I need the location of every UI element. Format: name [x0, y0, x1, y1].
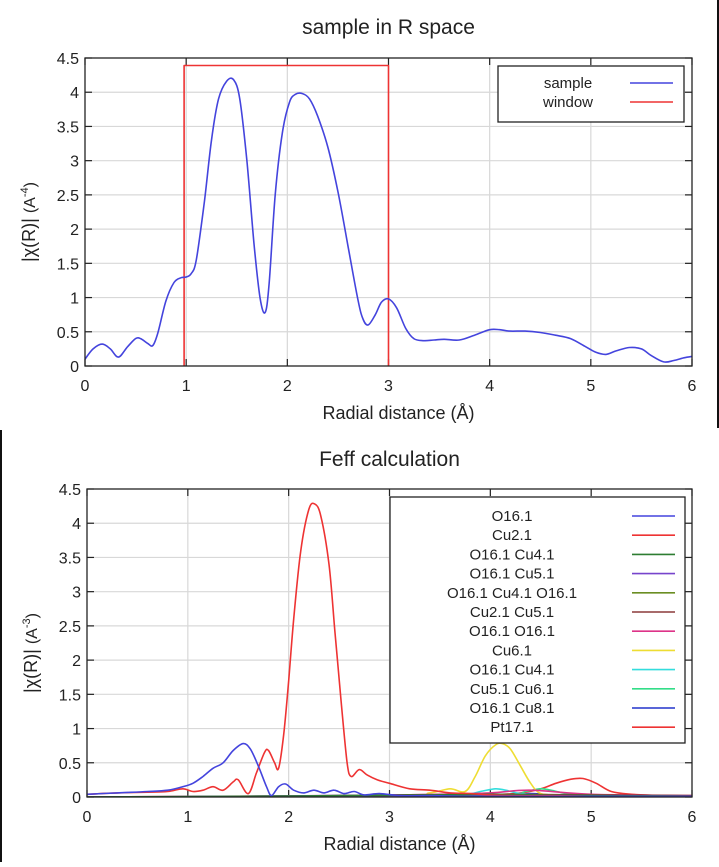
chart-title: Feff calculation: [319, 448, 460, 471]
y-axis-label-unit-close: ): [24, 613, 41, 618]
panel-right-border: [717, 0, 719, 428]
x-tick-label: 1: [182, 378, 191, 395]
x-tick-label: 2: [283, 378, 292, 395]
series-group: [85, 64, 692, 366]
y-tick-label: 1.5: [59, 687, 81, 704]
y-axis-label-unit: (A: [24, 628, 41, 644]
y-axis-label-exponent: -3: [21, 618, 33, 628]
x-axis-label: Radial distance (Å): [323, 834, 475, 854]
y-tick-label: 2.5: [59, 619, 81, 636]
legend-label: Pt17.1: [490, 719, 533, 736]
x-tick-label: 4: [485, 378, 494, 395]
plot-frame: [86, 488, 693, 798]
y-axis-label: |χ(R)| (A-3): [21, 613, 41, 693]
x-tick-label: 0: [81, 378, 90, 395]
y-tick-label: 0.5: [59, 756, 81, 773]
legend-label: O16.1 Cu4.1 O16.1: [447, 585, 577, 602]
legend-box: [497, 65, 685, 123]
y-tick-label: 4: [70, 85, 79, 102]
legend-label: sample: [544, 75, 592, 92]
legend-label: Cu2.1: [492, 527, 532, 544]
y-tick-label: 1.5: [57, 256, 79, 273]
y-tick-label: 2: [70, 222, 79, 239]
chart-feff-calculation: Feff calculation 0 0.5 1 1.5 2 2.5 3 3.5 4 4.5 0 1 2 3…: [21, 448, 697, 854]
y-axis-label: |χ(R)| (A-4): [19, 182, 39, 262]
y-tick-label: 0: [70, 359, 79, 376]
x-tick-label: 3: [385, 809, 394, 826]
y-tick-label: 3: [70, 154, 79, 171]
legend-label: Cu6.1: [492, 642, 532, 659]
y-axis-label-exponent: -4: [19, 187, 31, 197]
x-axis-label: Radial distance (Å): [322, 403, 474, 423]
y-tick-label: 1: [70, 291, 79, 308]
chart-title: sample in R space: [302, 16, 475, 39]
y-axis-label-main: |χ(R)|: [19, 213, 39, 262]
y-tick-label: 2.5: [57, 188, 79, 205]
x-tick-label: 1: [183, 809, 192, 826]
y-tick-label: 1: [72, 722, 81, 739]
x-tick-label: 6: [688, 378, 697, 395]
series-line-cu2.1: [87, 502, 692, 797]
legend-label: O16.1: [492, 508, 533, 525]
x-tick-label: 6: [688, 809, 697, 826]
x-tick-label: 2: [284, 809, 293, 826]
y-axis-label-main: |χ(R)|: [21, 644, 41, 693]
y-tick-label: 3: [72, 585, 81, 602]
legend-label: O16.1 Cu4.1: [469, 546, 554, 563]
y-tick-label: 0: [72, 790, 81, 807]
legend: O16.1 Cu2.1 O16.1 Cu4.1 O16.1 Cu5.1 O16.1 Cu…: [389, 496, 686, 744]
legend-label: Cu5.1 Cu6.1: [470, 681, 554, 698]
legend-label: O16.1 Cu8.1: [469, 700, 554, 717]
y-axis-label-unit: (A: [22, 197, 39, 213]
legend: sample window: [497, 65, 685, 123]
legend-label: O16.1 O16.1: [469, 623, 555, 640]
plot-frame: [84, 57, 693, 367]
y-tick-label: 3.5: [59, 550, 81, 567]
y-tick-label: 0.5: [57, 325, 79, 342]
chart-sample-r-space: sample in R space 0 0.5 1 1.5 2 2.5 3 3.5 4 4.5 0 1 2…: [19, 16, 697, 423]
legend-box: [389, 496, 686, 744]
legend-label: O16.1 Cu5.1: [469, 566, 554, 583]
x-tick-label: 3: [384, 378, 393, 395]
chart-panel-top: sample in R space 0 0.5 1 1.5 2 2.5 3 3.5 4 4.5 0 1 2…: [0, 0, 719, 428]
x-tick-label: 0: [83, 809, 92, 826]
y-tick-label: 3.5: [57, 119, 79, 136]
legend-label: window: [542, 94, 593, 111]
y-axis-label-unit-close: ): [22, 182, 39, 187]
x-tick-label: 4: [486, 809, 495, 826]
legend-label: O16.1 Cu4.1: [469, 662, 554, 679]
chart-panel-bottom: Feff calculation 0 0.5 1 1.5 2 2.5 3 3.5 4 4.5 0 1 2 3…: [0, 430, 719, 862]
y-tick-label: 2: [72, 653, 81, 670]
series-line-o16.1: [87, 742, 692, 797]
legend-label: Cu2.1 Cu5.1: [470, 604, 554, 621]
y-tick-label: 4.5: [57, 51, 79, 68]
series-line-window: [183, 64, 390, 366]
y-tick-label: 4: [72, 516, 81, 533]
y-tick-label: 4.5: [59, 482, 81, 499]
x-tick-label: 5: [586, 378, 595, 395]
series-line-sample: [85, 77, 692, 363]
x-tick-label: 5: [587, 809, 596, 826]
